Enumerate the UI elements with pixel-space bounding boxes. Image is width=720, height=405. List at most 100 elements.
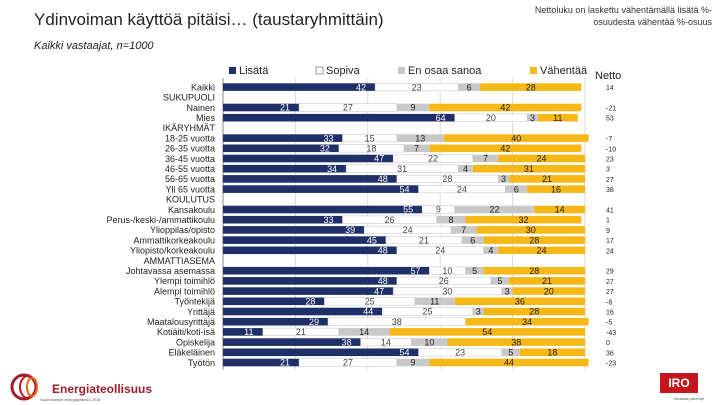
data-label: 9: [411, 358, 416, 368]
data-label: 6: [514, 184, 519, 194]
data-label: 7: [414, 144, 419, 154]
bar-segment: [454, 297, 585, 306]
data-label: 21: [542, 174, 552, 184]
data-label: 21: [296, 327, 306, 337]
netto-value: 38: [606, 187, 614, 194]
category-label-alempi-toimihl: Alempi toimihlö: [154, 286, 215, 296]
bar-segment: [223, 297, 325, 306]
bar-segment: [396, 134, 444, 142]
netto-value: -7: [606, 136, 612, 143]
bar-segment: [223, 226, 365, 234]
data-label: 11: [244, 327, 253, 337]
page-title: Ydinvoiman käyttöä pitäisi… (taustaryhmi…: [34, 10, 384, 29]
bar-segment: [223, 113, 455, 122]
bar-segment: [396, 103, 430, 112]
data-label: 30: [526, 225, 536, 235]
data-label: 31: [397, 164, 407, 174]
legend-swatch: [530, 67, 537, 74]
data-label: 9: [436, 205, 441, 215]
data-label: 5: [472, 266, 477, 276]
bar-segment: [223, 103, 300, 112]
data-label: 32: [518, 215, 528, 225]
data-label: 28: [529, 307, 539, 317]
data-label: 13: [415, 133, 425, 143]
bar-segment: [223, 154, 394, 163]
bar-segment: [465, 317, 589, 326]
data-label: 42: [356, 82, 366, 92]
bar-segment: [342, 134, 398, 143]
data-label: 28: [526, 82, 536, 92]
netto-value: 53: [606, 116, 614, 123]
category-label-36-45-vuotta: 36-45 vuotta: [165, 154, 215, 164]
bar-segment: [223, 266, 430, 275]
data-label: 27: [343, 103, 353, 113]
bar-segment: [472, 154, 499, 163]
data-label: 28: [529, 266, 539, 276]
data-label: 36: [515, 297, 525, 307]
bar-segment: [223, 317, 328, 326]
data-label: 33: [323, 215, 333, 225]
data-label: 34: [522, 317, 532, 327]
bar-segment: [429, 144, 582, 153]
data-label: 26: [439, 276, 449, 286]
data-label: 23: [455, 348, 465, 358]
bar-segment: [223, 144, 339, 153]
category-label-opiskelija: Opiskelija: [176, 337, 215, 347]
bar-segment: [223, 307, 383, 316]
data-label: 23: [412, 82, 422, 92]
data-label: 38: [342, 337, 352, 347]
data-label: 14: [381, 337, 391, 347]
chart-subtitle: Kaikki vastaajat, n=1000: [34, 40, 154, 52]
netto-value: 1: [606, 218, 610, 225]
data-label: 21: [280, 103, 290, 113]
data-label: 21: [542, 276, 552, 286]
bar-segment: [443, 134, 589, 142]
category-label-ylempi-toimihl: Ylempi toimihlö: [154, 276, 215, 286]
data-label: 3: [476, 307, 481, 317]
data-label: 32: [320, 144, 330, 154]
category-label-johtavassa-asemassa: Johtavassa asemassa: [126, 266, 215, 276]
data-label: 31: [524, 164, 534, 174]
data-label: 21: [419, 235, 429, 245]
category-label-ik-ryhm-t: IKÄRYHMÄT: [163, 123, 216, 133]
bar-segment: [480, 83, 582, 91]
data-label: 47: [374, 286, 384, 296]
legend-swatch: [315, 66, 324, 75]
bar-segment: [527, 113, 538, 122]
legend-label: Vähentää: [540, 65, 588, 77]
data-label: 48: [378, 246, 388, 256]
data-label: 14: [555, 205, 565, 215]
category-label-kansakoulu: Kansakoulu: [168, 205, 215, 215]
data-label: 45: [367, 235, 377, 245]
data-label: 42: [500, 103, 510, 113]
bar-segment: [338, 328, 390, 336]
data-label: 24: [537, 154, 547, 164]
bar-segment: [451, 226, 477, 234]
netto-value: 0: [606, 340, 610, 347]
legend-swatch: [229, 67, 236, 74]
data-label: 54: [482, 327, 492, 337]
legend-swatch: [398, 67, 405, 74]
data-label: 6: [467, 82, 472, 92]
netto-value: 16: [606, 310, 614, 317]
iro-tagline: tiedosta parempi: [674, 396, 704, 401]
data-label: 44: [504, 358, 514, 368]
netto-value: 24: [606, 248, 614, 255]
netto-value: 17: [606, 238, 614, 245]
data-label: 28: [305, 297, 315, 307]
data-label: 64: [436, 113, 446, 123]
data-label: 3: [530, 113, 535, 123]
data-label: 3: [501, 174, 506, 184]
iro-logo: IRO: [660, 373, 698, 393]
netto-value: 3: [606, 167, 610, 174]
category-label-46-55-vuotta: 46-55 vuotta: [165, 164, 215, 174]
bar-segment: [458, 83, 481, 91]
bar-segment: [483, 307, 585, 316]
netto-value: 41: [606, 208, 614, 215]
bar-segment: [223, 236, 386, 244]
bar-segment: [498, 175, 509, 183]
bar-segment: [404, 144, 430, 153]
bar-segment: [501, 348, 520, 357]
footer-source: Suomalainen energiayhteisö 2018: [40, 397, 101, 402]
